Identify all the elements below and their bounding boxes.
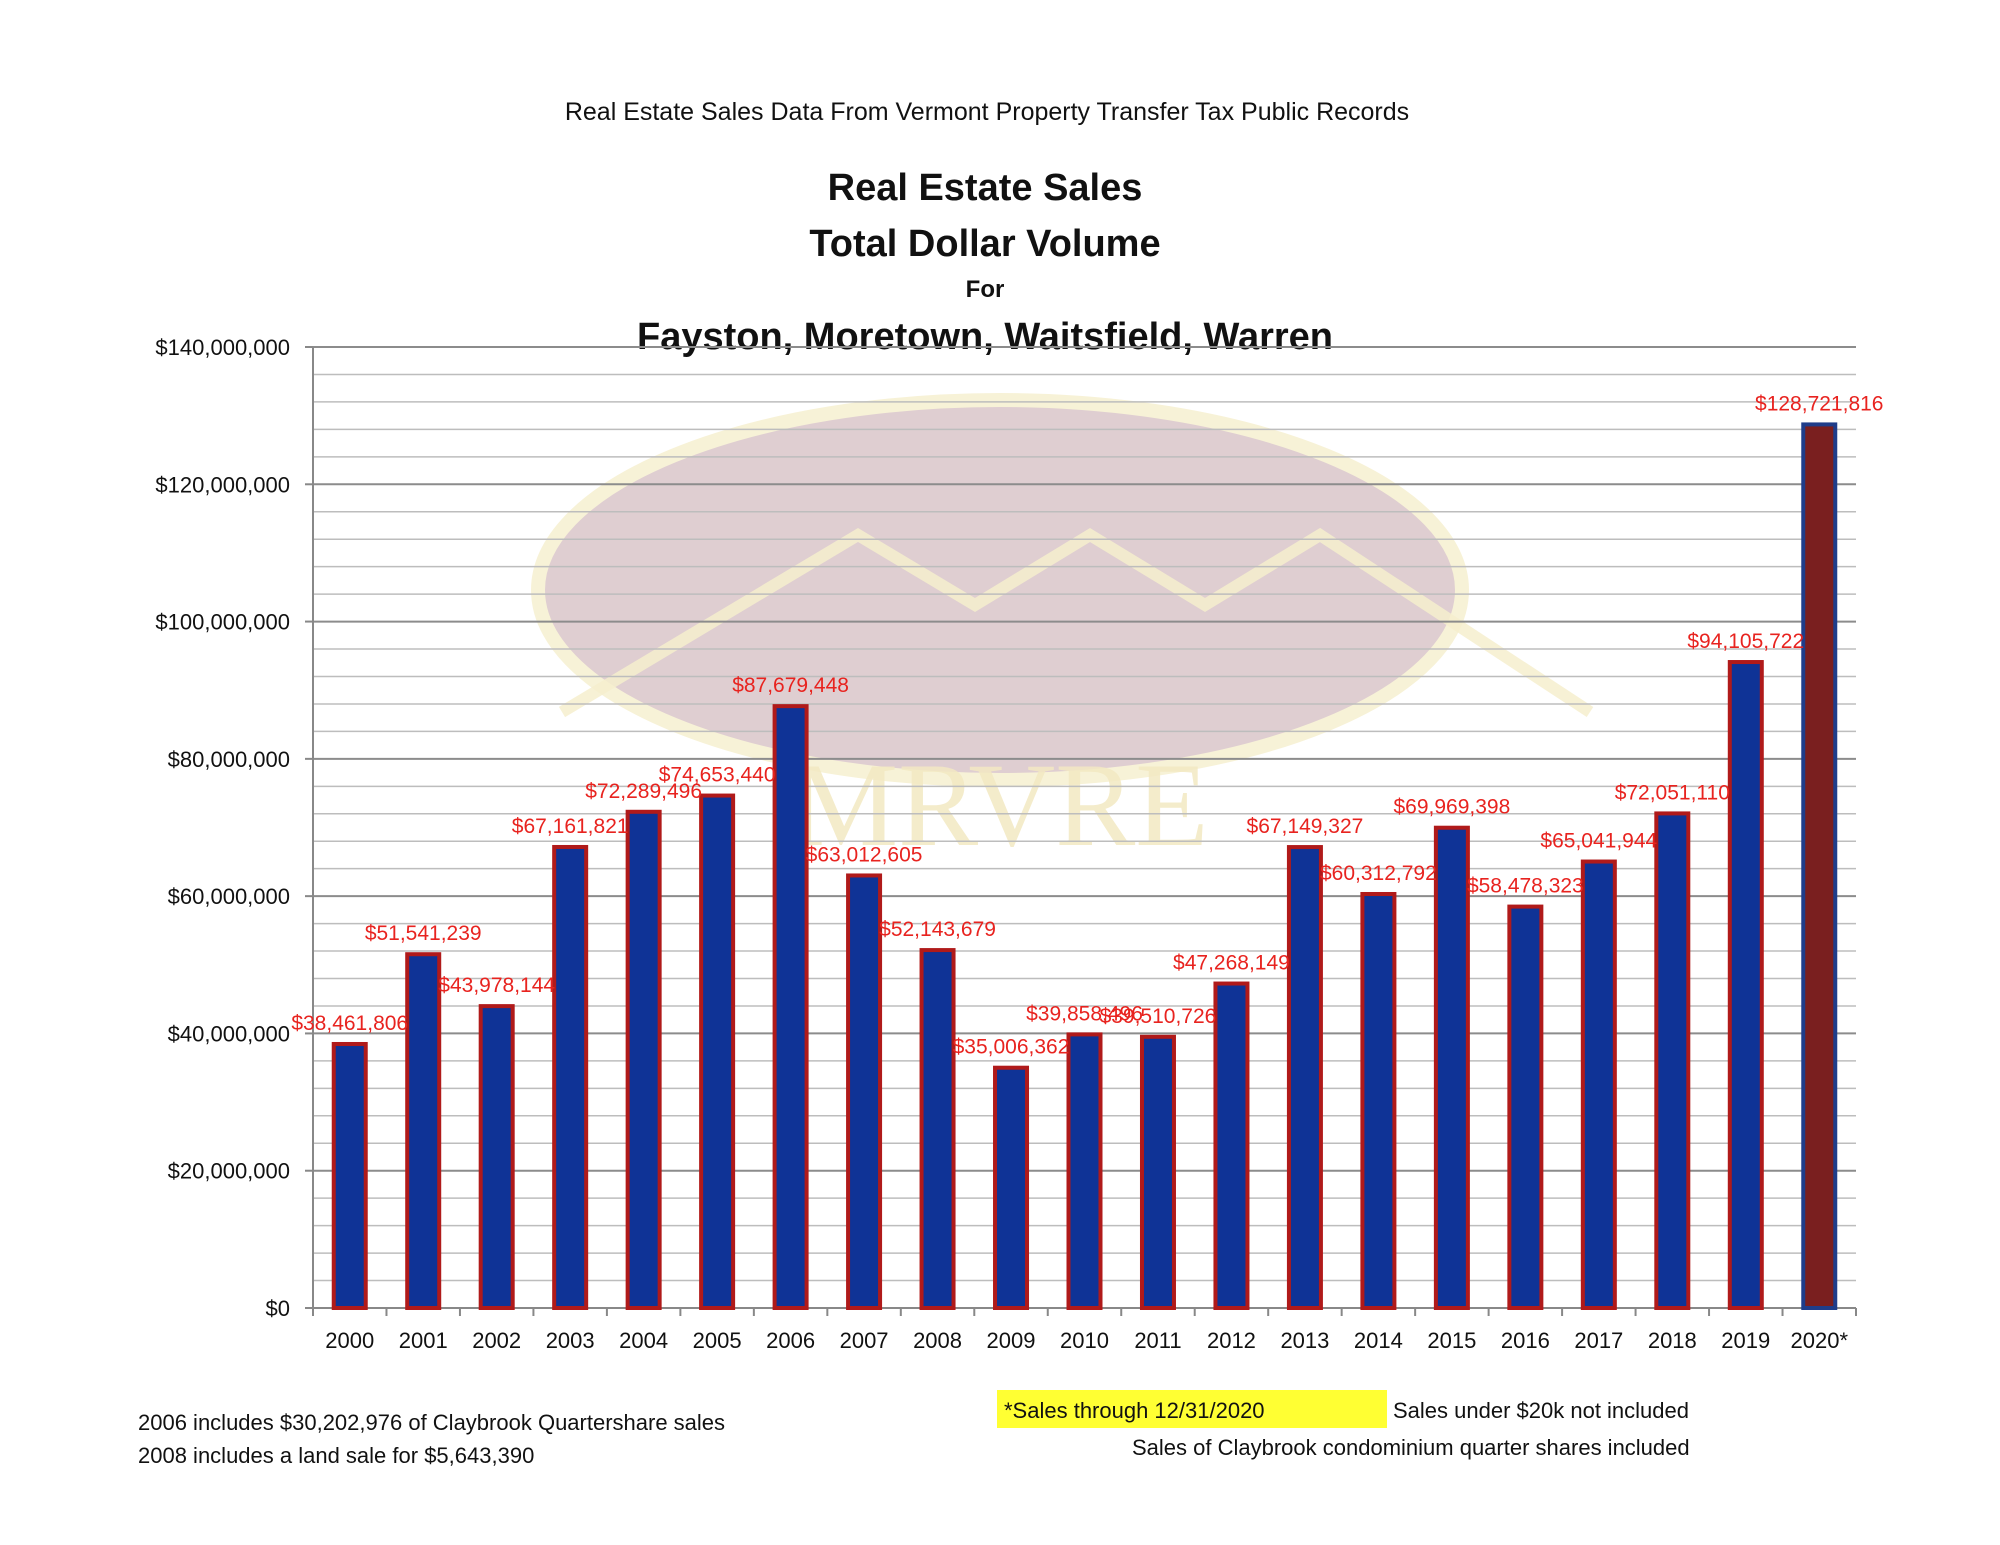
- x-tick-label: 2013: [1280, 1328, 1329, 1353]
- x-tick-label: 2005: [693, 1328, 742, 1353]
- x-tick-label: 2012: [1207, 1328, 1256, 1353]
- bar-2012: [1213, 981, 1250, 1310]
- x-tick-label: 2016: [1501, 1328, 1550, 1353]
- bar-2002: [478, 1004, 515, 1310]
- data-label: $43,978,144: [438, 974, 555, 997]
- data-label: $38,461,806: [291, 1012, 408, 1035]
- bar-2015: [1433, 825, 1470, 1311]
- x-tick-label: 2002: [472, 1328, 521, 1353]
- bar-2005: [699, 793, 736, 1310]
- bar-2001: [405, 952, 442, 1311]
- x-tick-label: 2003: [546, 1328, 595, 1353]
- data-label: $72,051,110: [1615, 781, 1730, 804]
- data-label: $51,541,239: [365, 922, 482, 945]
- x-tick-label: 2019: [1721, 1328, 1770, 1353]
- data-label: $39,510,726: [1100, 1005, 1217, 1028]
- highlight-box: [997, 1390, 1387, 1428]
- data-label: $47,268,149: [1173, 952, 1290, 975]
- bar-2009: [993, 1065, 1030, 1310]
- watermark-logo: MRVRE: [531, 393, 1594, 871]
- y-tick-label: $120,000,000: [155, 472, 290, 497]
- x-tick-label: 2006: [766, 1328, 815, 1353]
- bar-2017: [1580, 859, 1617, 1310]
- y-tick-label: $40,000,000: [168, 1021, 290, 1046]
- data-label: $94,105,722: [1687, 630, 1804, 653]
- note-under-20k: Sales under $20k not included: [1393, 1398, 1689, 1423]
- y-tick-label: $140,000,000: [155, 335, 290, 360]
- y-tick-label: $60,000,000: [168, 884, 290, 909]
- data-label: $35,006,362: [953, 1036, 1070, 1059]
- chart-subtitle: Real Estate Sales Data From Vermont Prop…: [565, 98, 1409, 126]
- bar-2019: [1727, 660, 1764, 1310]
- bar-2011: [1139, 1034, 1176, 1311]
- y-tick-label: $0: [266, 1296, 290, 1321]
- data-label: $52,143,679: [879, 918, 996, 941]
- x-tick-label: 2018: [1648, 1328, 1697, 1353]
- x-tick-label: 2017: [1574, 1328, 1623, 1353]
- bar-2018: [1654, 811, 1691, 1310]
- x-tick-label: 2011: [1134, 1328, 1181, 1353]
- chart-title-line2: Total Dollar Volume: [809, 223, 1160, 265]
- note-claybrook-included: Sales of Claybrook condominium quarter s…: [1132, 1435, 1690, 1460]
- x-tick-label: 2000: [325, 1328, 374, 1353]
- data-label: $67,161,821: [512, 815, 629, 838]
- x-tick-label: 2001: [399, 1328, 448, 1353]
- data-label: $69,969,398: [1393, 796, 1510, 819]
- data-label: $39,858,496: [1026, 1002, 1143, 1025]
- note-claybrook-2006: 2006 includes $30,202,976 of Claybrook Q…: [138, 1410, 725, 1435]
- bar-2014: [1360, 891, 1397, 1311]
- x-tick-label: 2007: [840, 1328, 889, 1353]
- data-label: $65,041,944: [1540, 830, 1657, 853]
- note-sales-through: *Sales through 12/31/2020: [1004, 1398, 1265, 1423]
- data-label: $87,679,448: [732, 674, 849, 697]
- bar-2016: [1507, 904, 1544, 1310]
- note-land-sale-2008: 2008 includes a land sale for $5,643,390: [138, 1443, 534, 1468]
- data-label: $63,012,605: [806, 843, 923, 866]
- chart-title-line1: Real Estate Sales: [828, 167, 1143, 209]
- y-tick-label: $80,000,000: [168, 747, 290, 772]
- bars: [331, 422, 1838, 1311]
- y-tick-label: $100,000,000: [155, 610, 290, 635]
- bar-2000: [331, 1041, 368, 1310]
- x-tick-label: 2010: [1060, 1328, 1109, 1353]
- bar-2020: [1801, 422, 1838, 1310]
- watermark-text: MRVRE: [791, 738, 1208, 871]
- bar-2008: [919, 948, 956, 1310]
- y-tick-labels: $0 $20,000,000 $40,000,000 $60,000,000 $80,0…: [155, 335, 313, 1321]
- bar-2003: [552, 844, 589, 1310]
- bar-2004: [625, 809, 662, 1310]
- data-labels: $38,461,806 $51,541,239 $43,978,144 $67,161…: [291, 392, 1883, 1058]
- bar-2010: [1066, 1032, 1103, 1310]
- data-label: $58,478,323: [1467, 875, 1584, 898]
- data-label: $67,149,327: [1247, 815, 1364, 838]
- data-label: $128,721,816: [1755, 392, 1883, 415]
- data-label: $74,653,440: [659, 764, 776, 787]
- bar-2007: [846, 873, 883, 1311]
- chart-title-line4: Fayston, Moretown, Waitsfield, Warren: [637, 316, 1333, 358]
- y-tick-label: $20,000,000: [168, 1159, 290, 1184]
- chart-title-line3: For: [966, 276, 1005, 303]
- x-tick-labels: 2000 2001 2002 2003 2004 2005 2006 2007 2008 2009…: [312, 1308, 1857, 1353]
- data-label: $72,289,496: [585, 780, 702, 803]
- x-tick-label: 2008: [913, 1328, 962, 1353]
- x-tick-label: 2020*: [1791, 1328, 1849, 1353]
- x-tick-label: 2014: [1354, 1328, 1403, 1353]
- x-tick-label: 2015: [1427, 1328, 1476, 1353]
- x-tick-label: 2009: [987, 1328, 1036, 1353]
- bar-2013: [1286, 845, 1323, 1310]
- bar-2006: [772, 704, 809, 1310]
- data-label: $60,312,792: [1320, 862, 1437, 885]
- x-tick-label: 2004: [619, 1328, 668, 1353]
